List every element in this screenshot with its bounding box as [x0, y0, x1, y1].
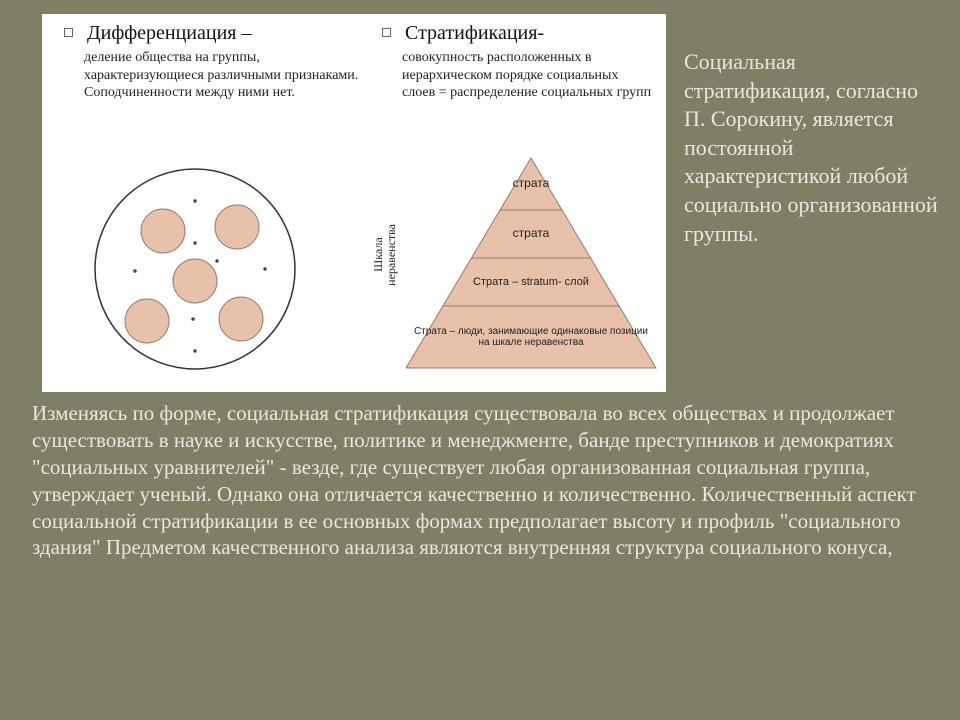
- stratification-pyramid-diagram: стратастратаСтрата – stratum- слойСтрата…: [406, 154, 666, 374]
- bullet-icon: [382, 28, 391, 37]
- slide: Дифференциация – деление общества на гру…: [0, 0, 960, 720]
- right-term-title: Стратификация-: [405, 22, 544, 44]
- left-term-title: Дифференциация –: [87, 22, 252, 44]
- bullet-icon: [64, 28, 73, 37]
- left-term-def: деление общества на группы, характеризую…: [84, 49, 364, 102]
- quote-text: Социальная стратификация, согласно П. Со…: [684, 48, 944, 248]
- diagram-panel: Дифференциация – деление общества на гру…: [42, 14, 666, 392]
- body-text: Изменяясь по форме, социальная стратифик…: [32, 400, 928, 561]
- left-term-line: Дифференциация –: [64, 22, 364, 45]
- right-term-line: Стратификация-: [382, 22, 652, 45]
- differentiation-circle-diagram: [90, 164, 300, 374]
- left-column: Дифференциация – деление общества на гру…: [64, 22, 364, 102]
- right-term-def: совокупность расположенных в иерархическ…: [402, 49, 652, 102]
- right-column: Стратификация- совокупность расположенны…: [382, 22, 652, 102]
- vertical-axis-label: Шкаланеравенства: [372, 224, 398, 286]
